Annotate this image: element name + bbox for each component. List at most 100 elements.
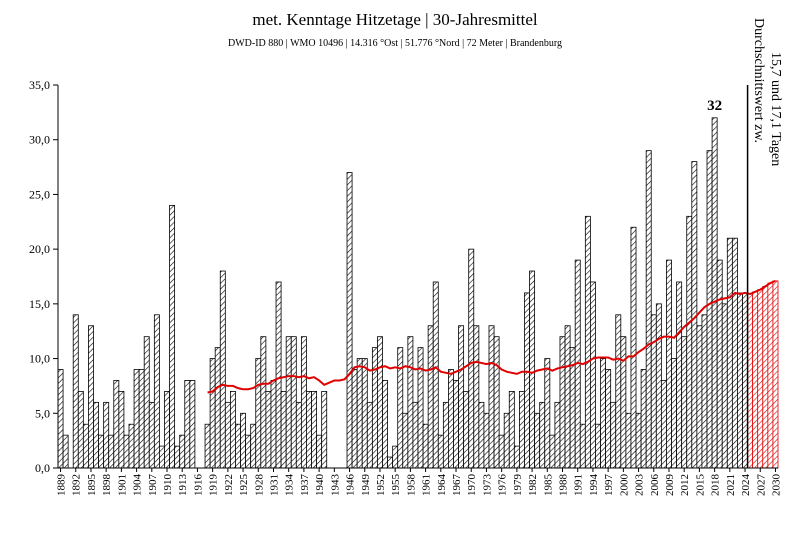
bar [169,204,176,469]
bar [458,325,465,469]
bar [189,380,196,469]
bar [640,369,647,469]
x-tick-label: 2030 [770,474,782,497]
bar [153,314,160,469]
x-tick-label: 1904 [132,474,144,497]
x-tick-label: 1907 [147,474,159,497]
bar [159,445,165,469]
bar [245,434,252,469]
bar [493,336,500,469]
bar [660,380,667,469]
bar [716,259,723,469]
bar [448,369,454,469]
x-tick-label: 1928 [253,474,265,497]
bar [311,390,317,469]
bar [260,336,267,469]
bar [427,325,434,469]
x-tick-label: 1979 [512,474,524,497]
bar [300,336,307,469]
bar [519,390,525,469]
x-tick-label: 1952 [375,474,387,496]
x-tick-label: 1910 [162,474,174,497]
bar [407,336,414,469]
bar [645,150,652,469]
bar [118,390,125,469]
bar [529,270,536,469]
y-tick-label: 20,0 [29,242,50,256]
y-tick-label: 25,0 [29,187,50,201]
x-tick-label: 1967 [451,474,463,497]
bar [544,358,551,469]
x-tick-label: 2006 [649,474,661,497]
bar [706,150,713,469]
bar [77,390,84,469]
bar [615,314,622,469]
x-tick-label: 2021 [725,474,737,496]
bar [483,412,490,469]
bar [306,390,312,469]
bar [539,401,546,469]
bar [174,445,181,469]
bar [72,314,79,469]
bar [224,401,231,469]
x-tick-label: 1994 [588,474,600,497]
bar [88,325,94,469]
bar [295,401,302,469]
bar [534,412,541,469]
x-tick-label: 2024 [740,474,752,497]
bar [316,434,323,469]
bar [387,456,394,469]
bar [82,423,89,469]
bar [138,369,145,469]
bar [382,380,388,469]
bar [605,369,612,469]
bar [655,303,662,469]
bar [108,434,115,469]
bar [595,423,601,469]
y-tick-label: 5,0 [35,406,50,420]
bar [422,423,429,469]
bar [468,248,475,469]
x-tick-label: 1991 [573,474,585,496]
bar [584,215,591,469]
bar [478,401,485,469]
annotation: Durchschnittswert zw. [751,18,766,143]
bar [559,336,566,469]
bar [432,281,439,469]
bar [255,358,262,469]
bar [666,259,672,469]
bar [148,401,155,469]
bar [128,423,135,469]
x-tick-label: 1895 [86,474,98,497]
bar [184,380,191,469]
bar [498,434,505,469]
chart-subtitle: DWD-ID 880 | WMO 10496 | 14.316 °Ost | 5… [228,38,562,49]
x-tick-label: 1943 [329,474,341,497]
x-tick-label: 1955 [390,474,402,497]
bar [625,412,632,469]
chart-title: met. Kenntage Hitzetage | 30-Jahresmitte… [252,10,537,29]
bar [356,358,363,469]
bar [214,347,221,469]
bar [564,325,571,469]
x-tick-label: 1973 [481,474,493,497]
x-tick-label: 1982 [527,474,539,496]
bar [757,289,764,469]
bar [361,358,368,469]
bar [488,325,495,469]
x-tick-label: 1976 [497,474,509,497]
y-tick-label: 35,0 [29,78,50,92]
bar [143,336,150,469]
annotation: 15,7 und 17,1 Tagen [768,52,783,166]
bar [265,390,272,469]
bar [473,325,480,469]
x-tick-label: 1988 [558,474,570,497]
bar [442,401,449,469]
x-tick-label: 1937 [299,474,311,497]
bar [113,380,120,469]
bar [57,369,64,469]
bar [686,215,693,469]
bar [280,390,287,469]
x-tick-label: 1961 [421,474,433,496]
